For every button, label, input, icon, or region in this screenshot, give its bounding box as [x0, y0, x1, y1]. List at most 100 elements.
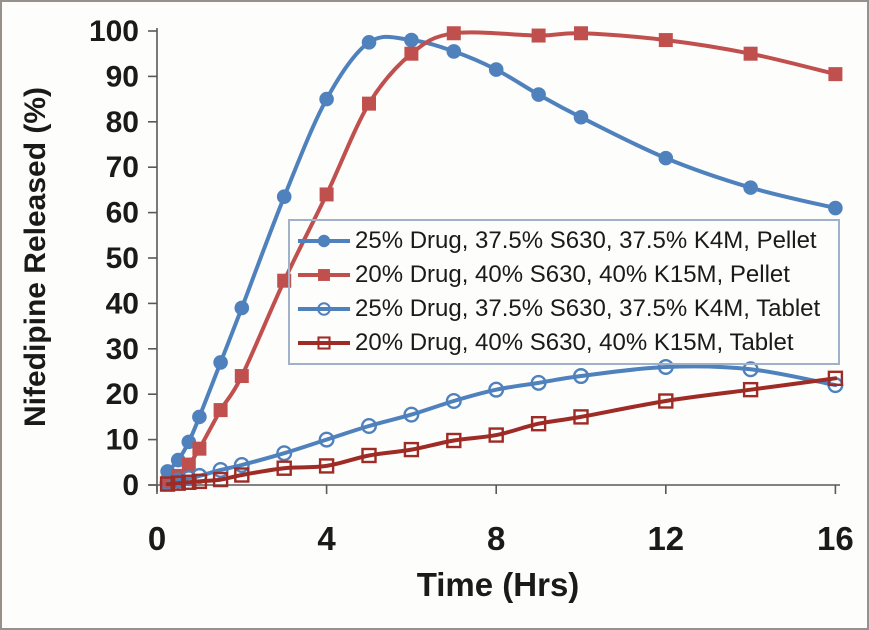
- y-tick-label: 70: [106, 151, 139, 184]
- marker-open-square: [742, 381, 759, 398]
- legend-label: 20% Drug, 40% S630, 40% K15M, Pellet: [355, 261, 790, 288]
- marker-filled-square: [318, 269, 330, 281]
- marker-open-circle: [212, 462, 229, 479]
- marker-open-square: [658, 393, 674, 409]
- marker-open-circle: [445, 393, 462, 410]
- tick-labels: 0 10 20 30 40 50 60 70 80 90 100 0 4 8 12 16: [89, 15, 854, 557]
- legend-circle-open-glyph: [298, 302, 350, 316]
- y-tick-label: 60: [106, 197, 139, 230]
- marker-filled-square: [531, 28, 546, 43]
- y-tick-label: 40: [106, 287, 139, 320]
- marker-open-circle: [233, 457, 250, 474]
- y-tick-label: 90: [106, 60, 139, 93]
- x-axis-title: Time (Hrs): [416, 566, 580, 603]
- y-tick-label: 100: [89, 15, 139, 48]
- marker-filled-circle: [531, 87, 546, 102]
- legend-label: 25% Drug, 37.5% S630, 37.5% K4M, Tablet: [355, 295, 821, 322]
- marker-open-square: [276, 460, 292, 476]
- y-tick-label: 50: [106, 242, 139, 275]
- marker-open-circle: [318, 431, 335, 448]
- marker-open-square: [318, 458, 335, 474]
- marker-filled-circle: [488, 62, 504, 77]
- x-tick-label: 8: [487, 520, 505, 557]
- legend-item: 25% Drug, 37.5% S630, 37.5% K4M, Pellet: [297, 224, 836, 258]
- y-tick-label: 0: [122, 469, 139, 502]
- marker-open-square: [530, 416, 547, 432]
- x-tick-label: 0: [148, 520, 166, 557]
- marker-open-square: [488, 427, 504, 443]
- marker-open-circle: [361, 417, 378, 434]
- series-line: [165, 376, 838, 487]
- marker-filled-square: [213, 403, 228, 418]
- marker-open-square: [573, 409, 589, 425]
- x-tick-label: 4: [317, 520, 336, 557]
- marker-filled-circle: [276, 189, 292, 205]
- marker-filled-square: [404, 46, 419, 61]
- marker-open-circle: [403, 406, 420, 423]
- marker-open-circle: [530, 374, 547, 391]
- marker-open-circle: [573, 368, 590, 385]
- legend-label: 25% Drug, 37.5% S630, 37.5% K4M, Pellet: [355, 227, 817, 254]
- marker-filled-circle: [192, 409, 207, 425]
- marker-filled-circle: [404, 32, 419, 48]
- marker-open-circle: [742, 361, 759, 378]
- y-tick-label: 30: [106, 333, 139, 366]
- y-tick-label: 20: [106, 378, 139, 411]
- series-4: [159, 370, 844, 492]
- legend-circle-filled-glyph: [298, 234, 350, 248]
- legend-item: 20% Drug, 40% S630, 40% K15M, Tablet: [297, 326, 836, 360]
- marker-filled-circle: [573, 109, 589, 125]
- marker-open-circle: [276, 445, 293, 462]
- y-axis-title: Nifedipine Released (%): [19, 86, 52, 428]
- marker-filled-square: [181, 457, 196, 472]
- marker-filled-square: [828, 67, 843, 82]
- marker-filled-circle: [213, 355, 228, 370]
- marker-filled-square: [743, 46, 758, 61]
- marker-open-square: [170, 475, 186, 491]
- axes: [149, 28, 840, 492]
- legend-square-open-glyph: [298, 336, 350, 350]
- marker-filled-circle: [658, 150, 674, 166]
- marker-open-square: [403, 441, 420, 458]
- x-tick-label: 12: [647, 520, 684, 557]
- marker-open-square: [361, 447, 377, 464]
- marker-open-square: [317, 336, 331, 350]
- marker-open-square: [191, 473, 208, 490]
- legend-square-filled-glyph: [298, 269, 350, 281]
- marker-filled-square: [574, 26, 588, 41]
- marker-filled-square: [658, 33, 673, 48]
- legend-item: 20% Drug, 40% S630, 40% K15M, Pellet: [297, 258, 836, 292]
- marker-open-square: [212, 471, 229, 488]
- marker-filled-circle: [234, 300, 250, 316]
- y-tick-label: 80: [106, 106, 139, 139]
- marker-open-square: [234, 467, 250, 483]
- marker-open-circle: [488, 381, 505, 398]
- marker-open-circle: [317, 302, 331, 316]
- series-line: [165, 364, 838, 485]
- marker-filled-square: [277, 273, 292, 288]
- marker-filled-circle: [743, 180, 758, 195]
- marker-filled-circle: [319, 91, 334, 107]
- tick-marks: [148, 30, 837, 494]
- legend-item: 25% Drug, 37.5% S630, 37.5% K4M, Tablet: [297, 292, 836, 326]
- marker-filled-circle: [317, 234, 331, 248]
- marker-open-square: [159, 476, 176, 492]
- marker-open-square: [827, 370, 844, 387]
- marker-filled-square: [446, 26, 461, 41]
- legend-label: 20% Drug, 40% S630, 40% K15M, Tablet: [355, 329, 794, 356]
- marker-open-square: [446, 432, 462, 449]
- y-tick-label: 10: [106, 424, 139, 457]
- legend-box: 25% Drug, 37.5% S630, 37.5% K4M, Pellet 2…: [288, 219, 840, 365]
- marker-open-square: [181, 474, 197, 490]
- marker-filled-circle: [828, 200, 843, 216]
- marker-filled-square: [362, 96, 376, 111]
- x-tick-label: 16: [817, 520, 854, 557]
- marker-filled-square: [319, 187, 334, 202]
- marker-filled-circle: [446, 44, 462, 59]
- marker-open-circle: [657, 358, 674, 375]
- marker-filled-square: [234, 369, 249, 384]
- marker-filled-circle: [361, 35, 377, 50]
- series-1: [160, 32, 843, 479]
